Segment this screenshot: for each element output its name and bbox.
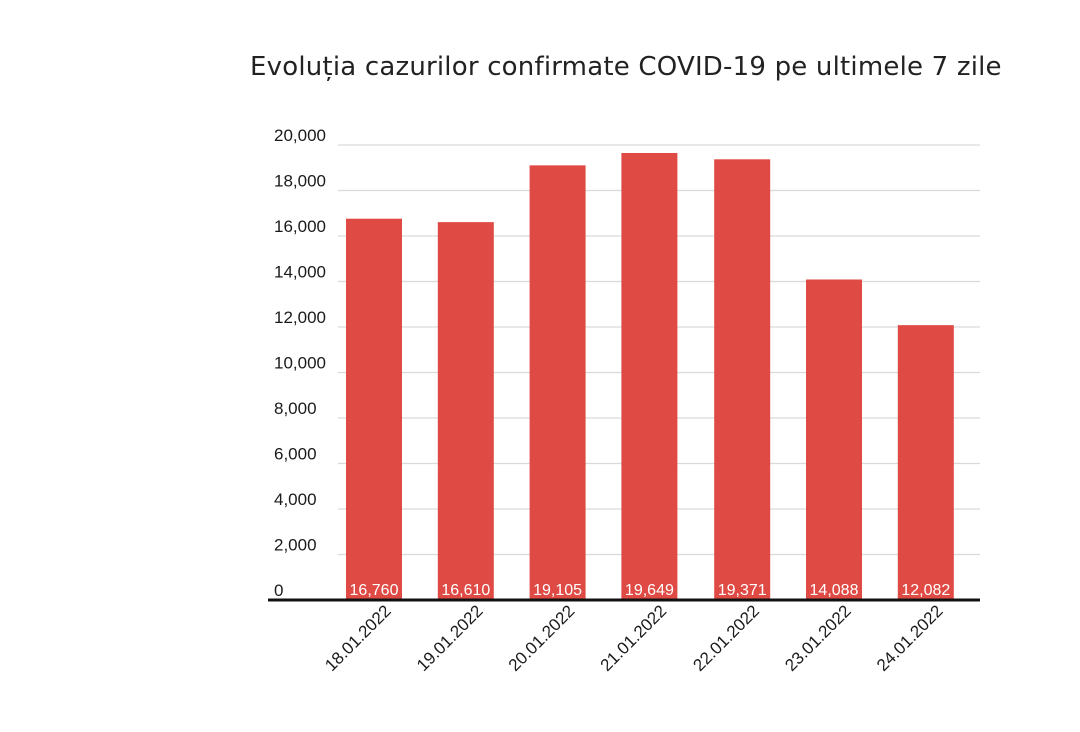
bar [897,325,954,600]
y-tick-label: 16,000 [274,217,326,236]
bar [437,222,494,600]
data-labels: 16,760 16,610 19,105 19,649 19,371 14,088 12,0… [350,582,951,599]
bar [529,165,586,600]
y-tick-label: 14,000 [274,263,326,282]
chart-title: Evoluția cazurilor confirmate COVID-19 p… [250,52,1002,82]
y-tick-label: 0 [274,581,283,600]
bar [806,279,862,600]
x-tick-label: 20.01.2022 [505,601,579,675]
data-label: 12,082 [901,582,950,599]
y-tick-label: 12,000 [274,308,326,327]
bar [346,218,402,600]
x-tick-label: 21.01.2022 [597,601,671,675]
x-axis-category-labels: 18.01.2022 19.01.2022 20.01.2022 21.01.2022… [321,601,946,675]
y-axis-tick-labels: 0 2,000 4,000 6,000 8,000 10,000 12,000 14,000 1… [274,126,326,600]
bar [714,159,771,600]
bar [621,152,678,601]
y-tick-label: 2,000 [274,536,317,555]
x-tick-label: 18.01.2022 [321,601,395,675]
x-tick-label: 19.01.2022 [413,601,487,675]
y-tick-label: 4,000 [274,490,317,509]
x-tick-label: 22.01.2022 [689,601,763,675]
y-tick-label: 18,000 [274,172,326,191]
y-tick-label: 6,000 [274,445,317,464]
x-tick-label: 23.01.2022 [781,601,855,675]
data-label: 16,760 [350,582,399,599]
y-tick-label: 10,000 [274,354,326,373]
y-tick-label: 8,000 [274,399,317,418]
bars [346,152,954,601]
data-label: 14,088 [810,582,859,599]
x-tick-label: 24.01.2022 [873,601,947,675]
data-label: 19,649 [625,582,674,599]
data-label: 16,610 [441,582,490,599]
y-tick-label: 20,000 [274,126,326,145]
data-label: 19,105 [533,582,582,599]
data-label: 19,371 [718,582,767,599]
